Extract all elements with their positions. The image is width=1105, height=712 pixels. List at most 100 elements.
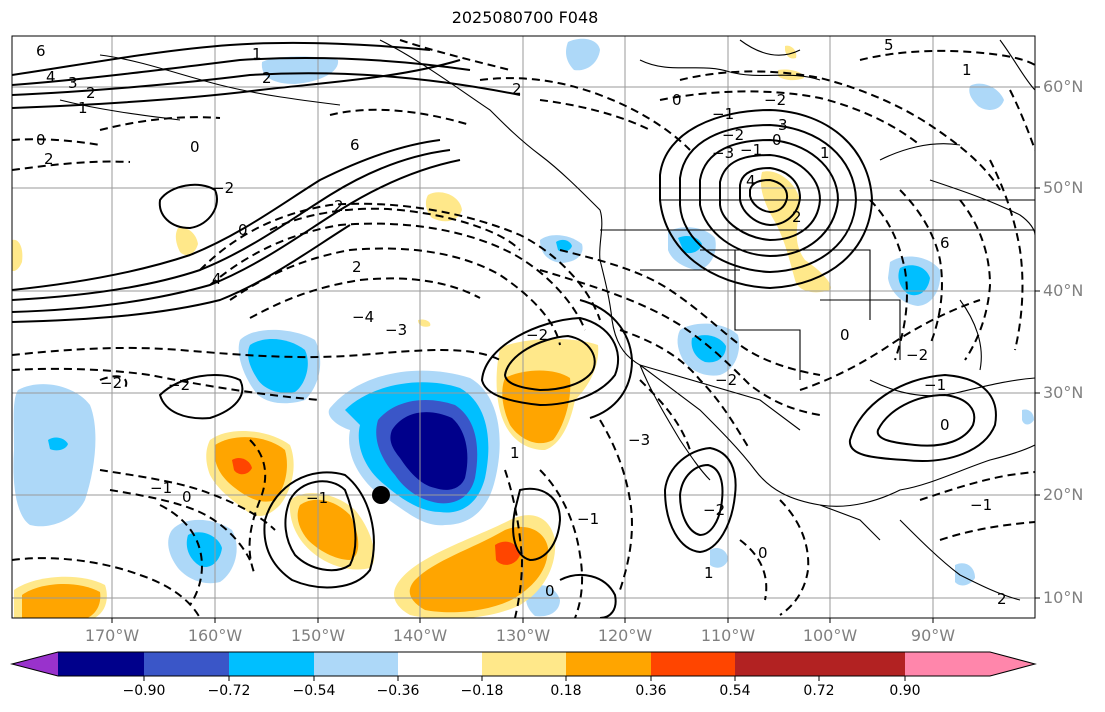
- lon-ticks: [111, 618, 934, 623]
- contour-label: −3: [385, 321, 407, 339]
- contour-label: −2: [168, 376, 190, 394]
- contour-label: 5: [884, 36, 894, 54]
- colorbar-tick-label: 0.72: [803, 683, 835, 699]
- contour-label: 4: [46, 68, 56, 86]
- contour-labels: 6 4 3 2 1 0 2 1 2 0 −2 0 4 6 2 2 −4 −3 −…: [36, 36, 1007, 608]
- colorbar-segment: [566, 652, 651, 676]
- contour-label: 0: [840, 326, 850, 344]
- lon-label-90w: 90°W: [910, 626, 956, 645]
- contour-label: 1: [962, 61, 972, 79]
- contour-label: −1: [577, 510, 599, 528]
- contour-label: −2: [526, 326, 548, 344]
- contour-label: −1: [306, 489, 328, 507]
- contour-label: 2: [997, 590, 1007, 608]
- graticule: [12, 36, 1035, 618]
- contour-label: −1: [970, 496, 992, 514]
- contour-label: −1: [712, 105, 734, 123]
- colorbar-tick-label: −0.72: [207, 683, 251, 699]
- contour-label: −2: [764, 91, 786, 109]
- contour-label: −1: [150, 479, 172, 497]
- contour-label: −2: [703, 501, 725, 519]
- contour-label: 0: [940, 416, 950, 434]
- contour-label: −3: [628, 431, 650, 449]
- positive-contours: [12, 41, 997, 618]
- contour-label: 0: [672, 91, 682, 109]
- colorbar-tick-label: 0.36: [635, 683, 667, 699]
- contour-label: −2: [100, 374, 122, 392]
- contour-label: 1: [78, 99, 88, 117]
- lon-label-130w: 130°W: [495, 626, 551, 645]
- contour-label: 3: [778, 116, 788, 134]
- contour-label: 2: [352, 258, 362, 276]
- lat-ticks: [1035, 86, 1040, 599]
- lat-label-10n: 10°N: [1043, 588, 1084, 607]
- lat-label-60n: 60°N: [1043, 77, 1084, 96]
- lon-label-120w: 120°W: [597, 626, 653, 645]
- lat-label-30n: 30°N: [1043, 383, 1084, 402]
- lon-label-150w: 150°W: [290, 626, 346, 645]
- colorbar-tick-label: −0.18: [460, 683, 504, 699]
- contour-label: 6: [940, 234, 950, 252]
- map-title: 2025080700 F048: [451, 8, 599, 27]
- colorbar-tick-label: −0.36: [376, 683, 420, 699]
- colorbar-segment: [229, 652, 314, 676]
- negative-anomaly-shading: [13, 38, 1034, 617]
- lon-label-100w: 100°W: [802, 626, 858, 645]
- colorbar-tick-label: 0.90: [889, 683, 921, 699]
- lat-label-50n: 50°N: [1043, 178, 1084, 197]
- contour-label: −3: [712, 144, 734, 162]
- colorbar-segment: [819, 652, 905, 676]
- colorbar-segment: [651, 652, 735, 676]
- contour-label: −1: [924, 376, 946, 394]
- colorbar-segment: [482, 652, 566, 676]
- contour-label: 2: [262, 69, 272, 87]
- contour-label: −2: [715, 371, 737, 389]
- colorbar-segment: [398, 652, 482, 676]
- contour-label: −1: [740, 141, 762, 159]
- contour-label: 0: [758, 544, 768, 562]
- colorbar-tick-label: 0.18: [550, 683, 582, 699]
- colorbar-ticks: [143, 676, 906, 681]
- colorbar-segment: [314, 652, 398, 676]
- contour-label: 2: [86, 84, 96, 102]
- colorbar-tick-label: −0.54: [292, 683, 336, 699]
- contour-label: 1: [820, 144, 830, 162]
- contour-label: 0: [238, 221, 248, 239]
- contour-label: −2: [722, 126, 744, 144]
- negative-contours: [12, 39, 1035, 618]
- lon-label-110w: 110°W: [700, 626, 756, 645]
- lon-label-170w: 170°W: [84, 626, 140, 645]
- colorbar-extend-high: [905, 652, 1035, 676]
- colorbar-tick-label: −0.90: [122, 683, 166, 699]
- contour-label: 2: [512, 80, 522, 98]
- contour-label: −2: [212, 179, 234, 197]
- contour-label: 0: [772, 131, 782, 149]
- lat-label-20n: 20°N: [1043, 485, 1084, 504]
- contour-label: 2: [44, 150, 54, 168]
- contour-label: 2: [334, 197, 344, 215]
- contour-label: 6: [350, 136, 360, 154]
- contour-label: 1: [252, 45, 262, 63]
- lon-label-140w: 140°W: [392, 626, 448, 645]
- contour-label: 6: [36, 42, 46, 60]
- contour-label: 3: [68, 74, 78, 92]
- contour-label: −2: [906, 346, 928, 364]
- contour-label: 4: [746, 172, 756, 190]
- colorbar-segment: [144, 652, 229, 676]
- storm-center-marker: [372, 486, 390, 504]
- contour-label: 0: [36, 131, 46, 149]
- lat-label-40n: 40°N: [1043, 281, 1084, 300]
- contour-label: 1: [704, 564, 714, 582]
- lon-label-160w: 160°W: [187, 626, 243, 645]
- contour-label: 0: [190, 138, 200, 156]
- colorbar-extend-low: [12, 652, 58, 676]
- contour-label: 4: [212, 270, 222, 288]
- contour-label: 2: [792, 208, 802, 226]
- contour-label: 0: [545, 582, 555, 600]
- contour-label: 1: [510, 444, 520, 462]
- colorbar-segment: [58, 652, 144, 676]
- colorbar-tick-label: 0.54: [719, 683, 751, 699]
- contour-label: −4: [352, 308, 374, 326]
- colorbar-segment: [735, 652, 819, 676]
